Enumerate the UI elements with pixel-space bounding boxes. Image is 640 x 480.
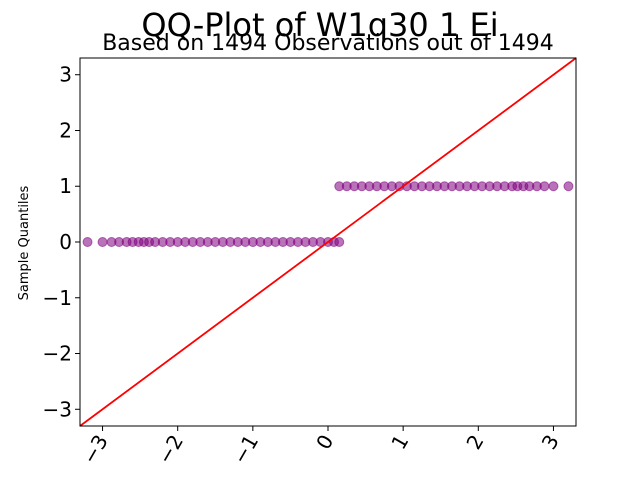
data-point xyxy=(563,181,574,192)
y-axis-label: Sample Quantiles xyxy=(17,185,32,300)
y-tick-label: 0 xyxy=(59,230,72,254)
y-tick-label: −1 xyxy=(43,286,72,310)
y-tick-label: 1 xyxy=(59,174,72,198)
y-tick-label: 2 xyxy=(59,118,72,142)
y-tick-label: 3 xyxy=(59,63,72,87)
data-point xyxy=(334,237,345,247)
data-point xyxy=(82,237,93,247)
chart-title: QQ-Plot of W1q30 1 Ei xyxy=(141,6,498,44)
x-tick-label: 2 xyxy=(461,431,488,454)
x-tick-label: 3 xyxy=(537,431,564,454)
y-tick-label: −2 xyxy=(43,342,72,366)
x-tick-label: −1 xyxy=(228,431,264,469)
x-tick-label: 1 xyxy=(386,431,413,454)
x-tick-label: 0 xyxy=(311,431,338,454)
chart-subtitle: Based on 1494 Observations out of 1494 xyxy=(102,31,554,56)
reference-line xyxy=(79,57,577,427)
data-point xyxy=(539,181,550,192)
x-tick-label: −2 xyxy=(153,431,189,469)
y-tick-label: −3 xyxy=(43,397,72,421)
data-point xyxy=(548,181,559,192)
x-tick-label: −3 xyxy=(77,431,113,469)
plot-area: −3 −2 −1 0 1 2 3 −3 −2 −1 0 1 2 3 xyxy=(43,57,577,469)
data-point xyxy=(97,237,108,247)
